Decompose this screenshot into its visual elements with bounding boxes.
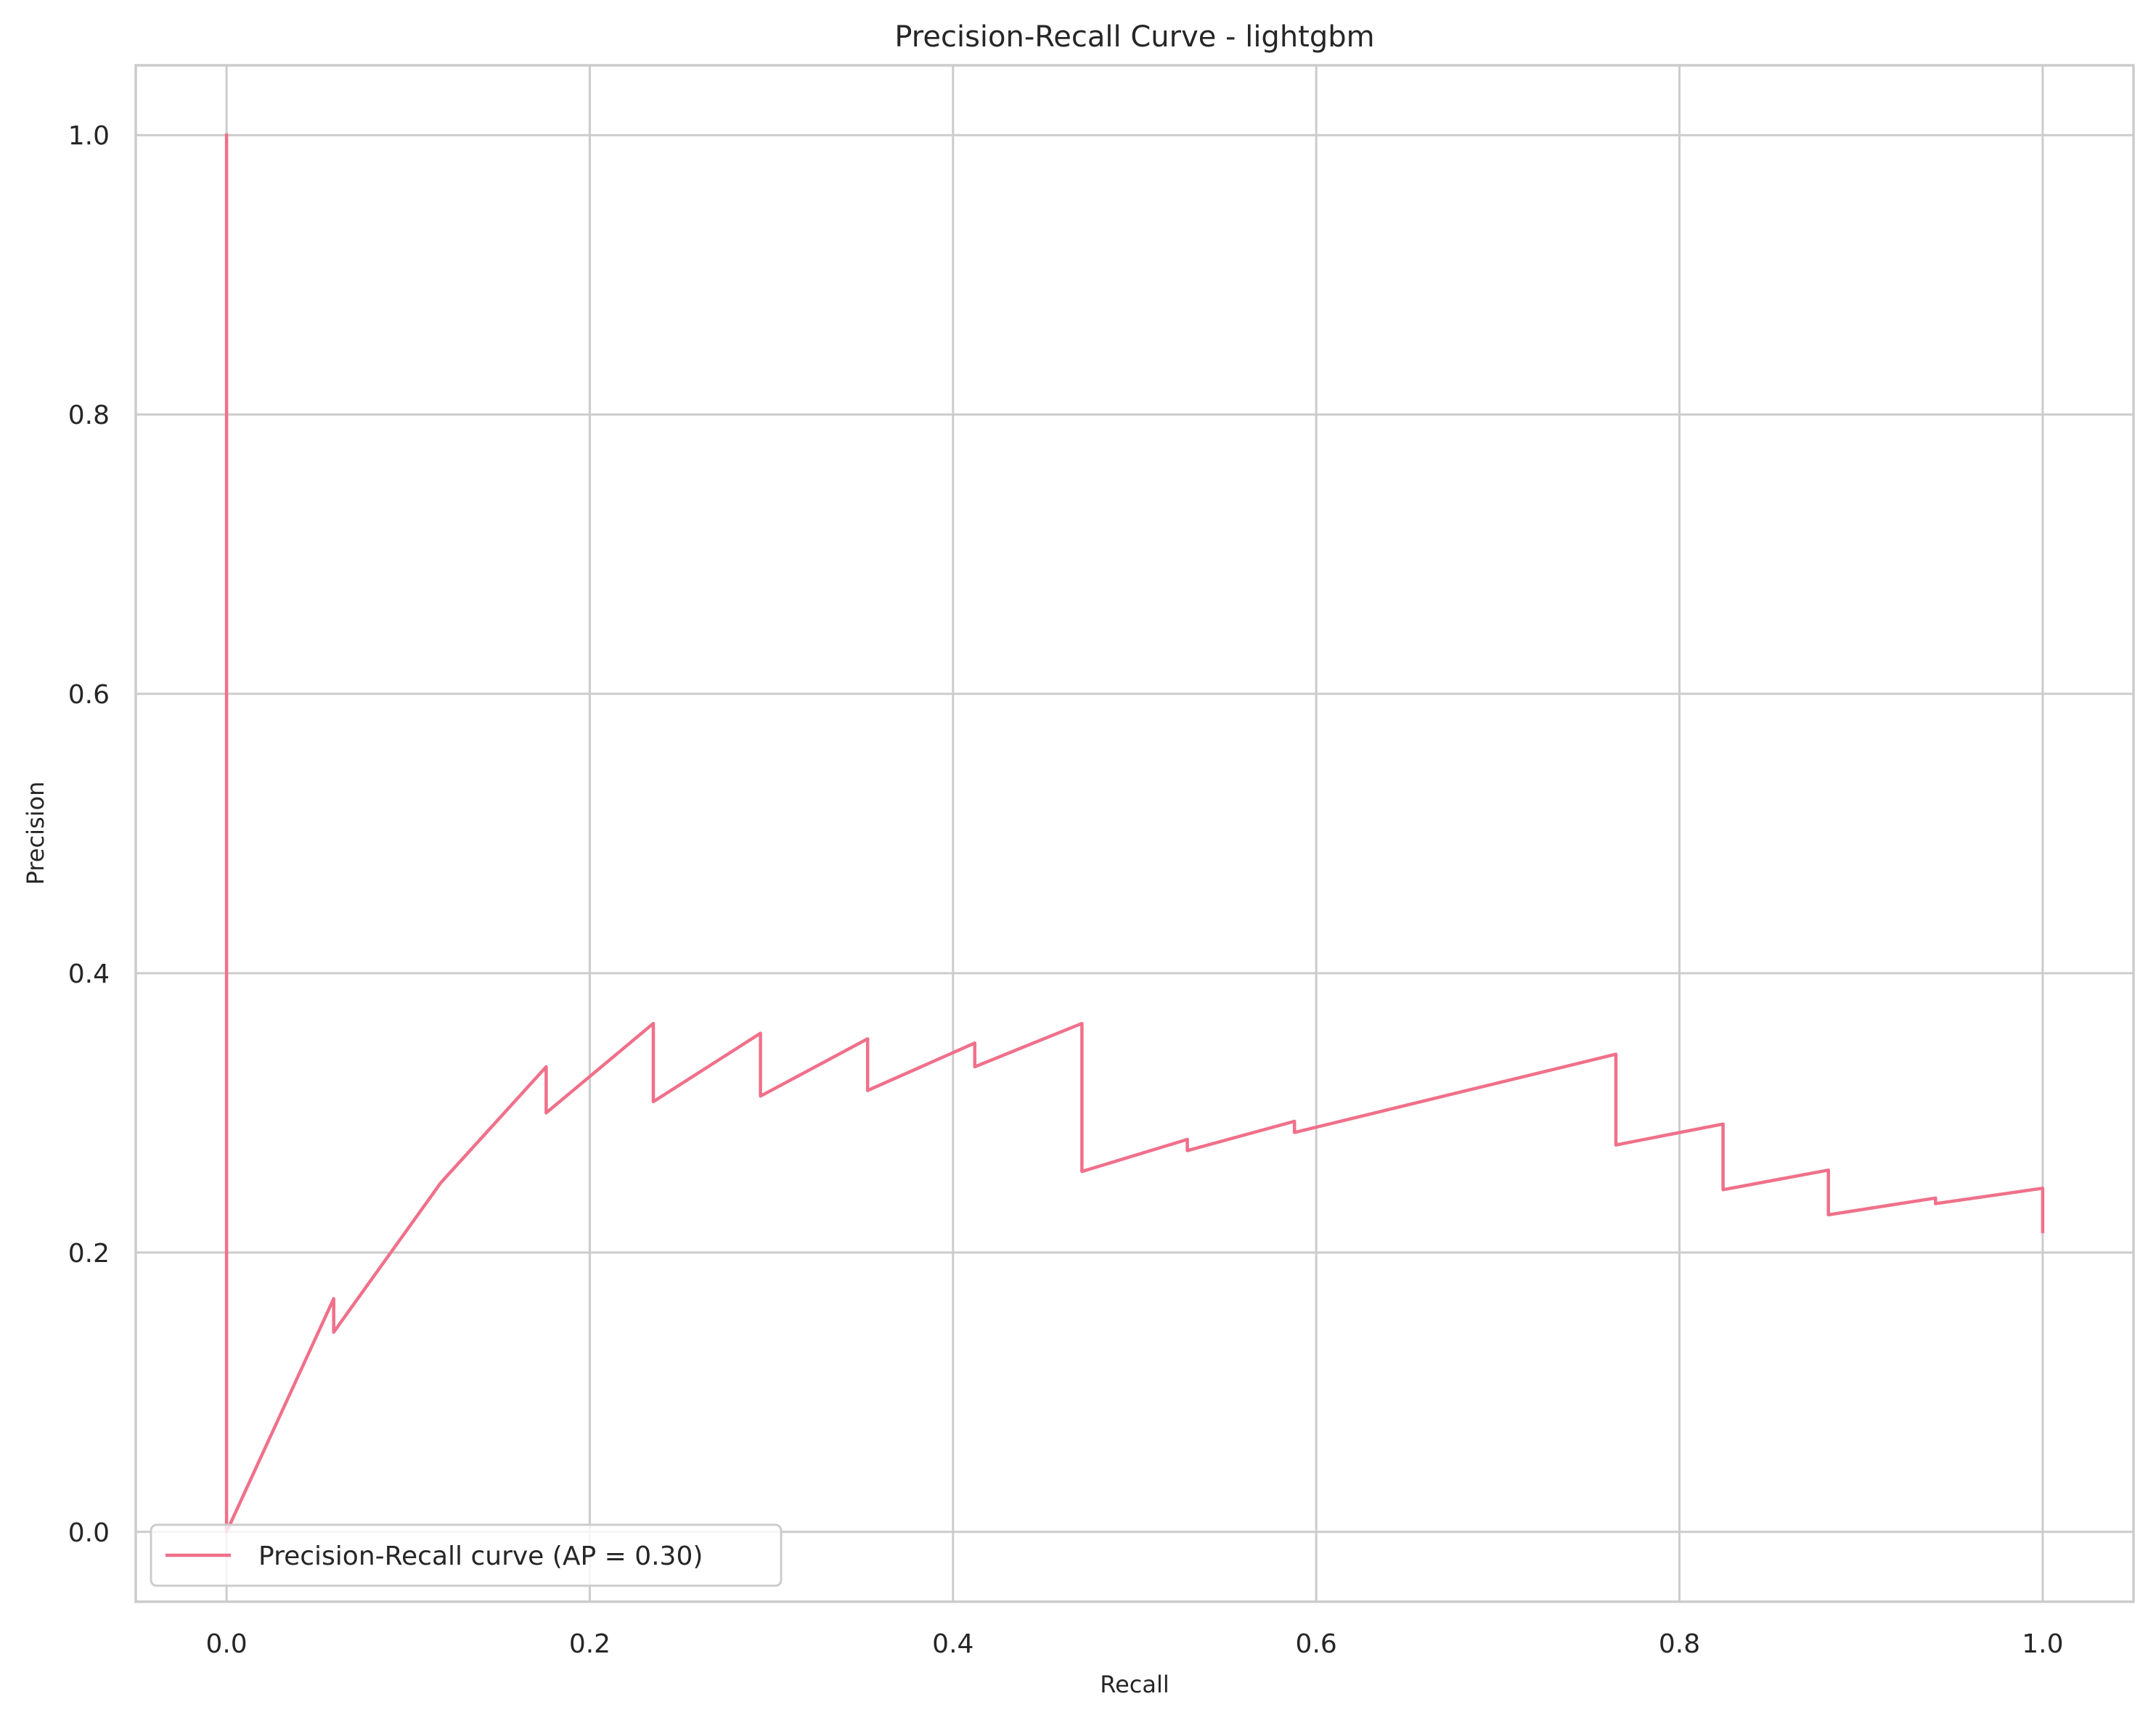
- y-tick-label: 0.2: [68, 1239, 110, 1269]
- y-tick-label: 0.6: [68, 680, 110, 710]
- y-tick-label: 0.8: [68, 401, 110, 430]
- grid: [136, 65, 2133, 1602]
- legend: Precision-Recall curve (AP = 0.30): [150, 1523, 783, 1587]
- x-tick-label: 0.0: [205, 1629, 247, 1659]
- series-layer: [224, 133, 2045, 1534]
- x-tick-label: 0.8: [1659, 1629, 1700, 1659]
- y-axis-ticks: 0.0 0.2 0.4 0.6 0.8 1.0: [68, 121, 110, 1548]
- x-tick-label: 0.4: [932, 1629, 973, 1659]
- legend-box: [150, 1523, 783, 1587]
- plot-frame: [134, 64, 2135, 1603]
- y-tick-label: 1.0: [68, 121, 110, 151]
- y-axis-label: Precision: [22, 782, 49, 885]
- x-tick-label: 1.0: [2022, 1629, 2063, 1659]
- precision-recall-series-line: [224, 133, 2045, 1534]
- chart-title: Precision-Recall Curve - lightgbm: [894, 20, 1374, 54]
- x-tick-label: 0.6: [1296, 1629, 1337, 1659]
- x-axis-ticks: 0.0 0.2 0.4 0.6 0.8 1.0: [205, 1629, 2063, 1659]
- y-tick-label: 0.0: [68, 1518, 110, 1548]
- y-tick-label: 0.4: [68, 959, 110, 989]
- x-axis-label: Recall: [1100, 1671, 1169, 1698]
- x-tick-label: 0.2: [569, 1629, 611, 1659]
- plot-area: [136, 65, 2133, 1602]
- legend-label: Precision-Recall curve (AP = 0.30): [258, 1541, 703, 1571]
